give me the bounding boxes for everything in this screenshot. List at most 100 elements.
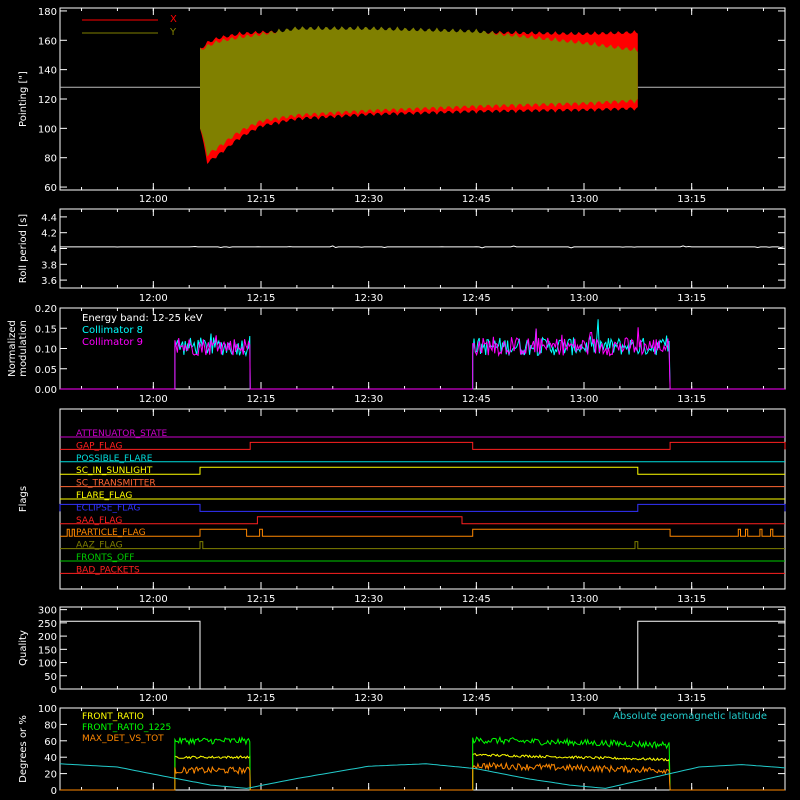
series-front-ratio-1225 [60,736,785,791]
y-tick-label: 120 [38,95,57,106]
y-tick-label: 3.8 [41,260,57,271]
flag-line [59,503,786,512]
y-tick-label: 160 [38,36,57,47]
panel-6: 0 20 40 60 80 100 Degrees or % FRONT_RATIOFRONT… [18,704,786,797]
y-axis-label-line: Normalized [7,320,18,377]
x-tick-label: 12:30 [354,194,383,205]
y-axis-label: Normalizedmodulation [7,320,29,377]
flag-fronts-off: FRONTS_OFF [60,553,785,563]
series-y-area [200,25,638,157]
y-tick-label: 20 [44,770,57,781]
flag-label: AAZ_FLAG [76,541,123,551]
legend-label-x: X [170,14,177,25]
flag-label: BAD_PACKETS [76,565,140,575]
x-tick-label: 12:45 [462,693,491,704]
flag-line [60,466,785,475]
flag-gap-flag: GAP_FLAG [60,441,786,451]
y-tick-label: 0 [51,786,57,797]
flag-label: POSSIBLE_FLARE [76,454,153,464]
x-tick-label: 13:15 [677,394,706,405]
series-max-det-vs-tot [60,761,785,791]
y-axis-label-line: modulation [18,320,29,377]
x-tick-label: 13:00 [570,293,599,304]
flag-eclipse-flag: ECLIPSE_FLAG [59,503,786,513]
x-tick-label: 12:30 [354,594,383,605]
y-tick-label: 0.05 [35,365,57,376]
x-tick-label: 12:15 [247,293,276,304]
series-absolute-geomagnetic-latitude [59,763,786,789]
y-tick-label: 250 [38,619,57,630]
x-tick-label: 12:00 [139,293,168,304]
x-tick-label: 12:45 [462,594,491,605]
legend-label-collimator-8: Collimator 8 [82,325,143,336]
flag-label: FLARE_FLAG [76,491,132,501]
y-tick-label: 150 [38,645,57,656]
y-tick-label: 100 [38,659,57,670]
flag-label: SAA_FLAG [76,516,122,526]
flag-line [60,441,786,450]
y-axis-label: Quality [18,630,29,666]
panel-1: 60 80 100 120 140 160 180 12:00 12:15 12:30 12:45 1… [18,7,786,205]
y-tick-label: 40 [44,753,57,764]
flag-line [60,528,785,537]
x-tick-label: 12:15 [247,194,276,205]
flag-label: SC_IN_SUNLIGHT [76,466,153,476]
x-tick-label: 12:45 [462,394,491,405]
flag-line [60,541,785,550]
flag-label: SC_TRANSMITTER [76,479,156,489]
legend-title: Energy band: 12-25 keV [82,313,203,324]
x-tick-label: 12:00 [139,594,168,605]
x-tick-label: 12:15 [247,693,276,704]
x-tick-label: 12:00 [139,394,168,405]
panel-3: 0.00 0.05 0.10 0.15 0.20 12:00 12:15 12:30 12:45… [7,304,786,405]
flag-label: ECLIPSE_FLAG [76,503,140,513]
flag-label: PARTICLE_FLAG [76,528,146,538]
y-tick-label: 3.6 [41,276,57,287]
y-tick-label: 180 [38,7,57,18]
flag-sc-in-sunlight: SC_IN_SUNLIGHT [60,466,785,476]
y-axis-label: Pointing ["] [18,71,29,127]
x-tick-label: 12:45 [462,293,491,304]
legend-label-collimator-9: Collimator 9 [82,337,143,348]
legend-label-front-ratio-1225: FRONT_RATIO_1225 [82,723,171,733]
legend-label-front-ratio: FRONT_RATIO [82,712,144,722]
panel-4: 12:00 12:15 12:30 12:45 13:00 13:15 Flags ATTEN… [18,408,786,605]
y-tick-label: 0.00 [35,385,57,396]
flag-possible-flare: POSSIBLE_FLARE [60,454,785,464]
x-tick-label: 13:15 [677,194,706,205]
y-tick-label: 0.20 [35,304,57,315]
series-front-ratio [60,753,785,791]
x-tick-label: 12:15 [247,594,276,605]
x-tick-label: 12:30 [354,693,383,704]
flag-label: GAP_FLAG [76,441,122,451]
y-tick-label: 4.4 [41,213,57,224]
x-tick-label: 12:15 [247,394,276,405]
flag-aaz-flag: AAZ_FLAG [60,541,785,551]
y-tick-label: 80 [44,154,57,165]
panel-2: 3.6 3.8 4 4.2 4.4 12:00 12:15 12:30 12:45 13:00 13… [18,208,786,304]
flag-label: ATTENUATOR_STATE [76,429,168,439]
y-tick-label: 80 [44,720,57,731]
modulation-line-collimator-9 [60,327,785,390]
legend-label-max-det-vs-tot: MAX_DET_VS_TOT [82,734,164,744]
legend-label-geomagnetic-latitude: Absolute geomagnetic latitude [613,711,767,722]
y-tick-label: 100 [38,124,57,135]
x-tick-label: 12:30 [354,394,383,405]
y-tick-label: 60 [44,183,57,194]
x-tick-label: 13:15 [677,594,706,605]
roll-period-line [60,245,784,249]
flag-label: FRONTS_OFF [76,553,134,563]
y-axis-label: Flags [18,486,29,512]
x-tick-label: 13:00 [570,194,599,205]
x-tick-label: 13:15 [677,293,706,304]
flag-bad-packets: BAD_PACKETS [60,565,785,575]
y-tick-label: 0 [51,685,57,696]
y-tick-label: 200 [38,632,57,643]
y-tick-label: 4.2 [41,229,57,240]
y-tick-label: 300 [38,606,57,617]
flag-saa-flag: SAA_FLAG [60,516,785,526]
legend-label-y: Y [169,27,177,38]
x-tick-label: 12:00 [139,194,168,205]
